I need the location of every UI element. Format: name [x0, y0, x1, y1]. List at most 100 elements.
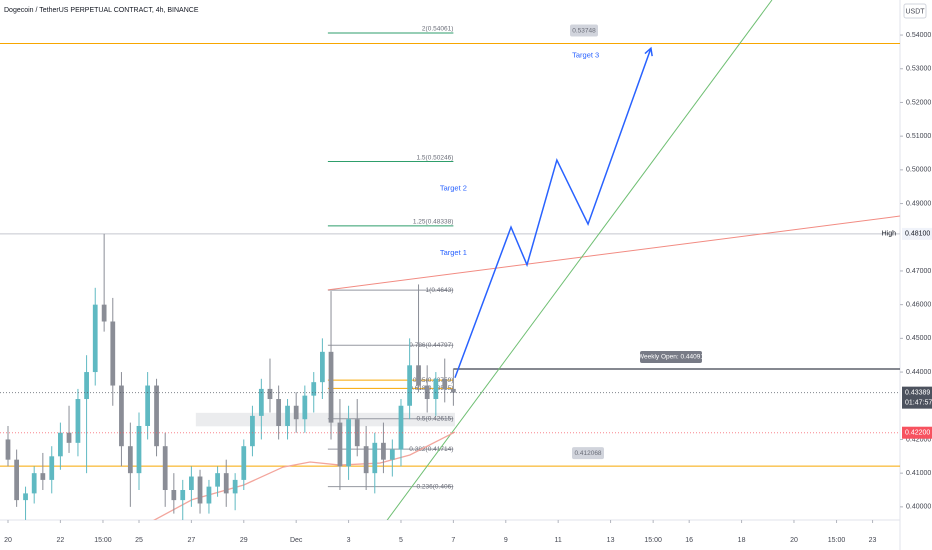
candle-body — [267, 388, 273, 400]
countdown: 01:47:57 — [905, 399, 932, 406]
trendline — [386, 0, 773, 520]
candle-body — [5, 439, 11, 460]
fib-label: 0.786(0.44797) — [409, 342, 453, 349]
fib-label: 0.5(0.42615) — [417, 415, 454, 422]
candle-body — [101, 304, 107, 322]
target-label: Target 3 — [572, 51, 599, 60]
candle-body — [145, 385, 151, 426]
candle-body — [92, 304, 98, 373]
level-tag — [572, 447, 604, 460]
candle-body — [49, 456, 55, 480]
y-tick-label: 0.50000 — [906, 167, 931, 174]
x-tick-label: 23 — [869, 537, 877, 544]
fib-label: 0.382(0.41714) — [409, 446, 453, 453]
x-tick-label: 29 — [240, 537, 248, 544]
candle-body — [232, 479, 238, 494]
price-tag — [902, 386, 932, 409]
candle-body — [197, 476, 203, 504]
candle-body — [276, 399, 282, 426]
target-label: Target 1 — [440, 248, 467, 257]
projection-arrowhead — [644, 46, 653, 57]
candle-body — [154, 385, 159, 447]
price-tag-text: 0.42200 — [905, 430, 930, 437]
candle-body — [302, 395, 308, 420]
candle-body — [337, 422, 343, 467]
y-tick-label: 0.53000 — [906, 66, 931, 73]
x-tick-label: 20 — [4, 537, 12, 544]
candle-body — [328, 351, 334, 423]
candle-body — [189, 476, 194, 491]
fib-label: 1.25(0.48338) — [413, 219, 453, 226]
x-tick-label: 13 — [607, 537, 615, 544]
x-tick-label: 11 — [555, 537, 562, 544]
candle-body — [23, 493, 28, 501]
candle-body — [171, 490, 177, 501]
candle-body — [424, 385, 430, 400]
y-tick-label: 0.44000 — [906, 369, 931, 376]
chart-title: Dogecoin / TetherUS PERPETUAL CONTRACT, … — [4, 7, 199, 14]
y-tick-label: 0.45000 — [906, 335, 931, 342]
candle-body — [40, 473, 46, 480]
candle-body — [206, 486, 212, 504]
candle-body — [180, 490, 186, 501]
candle-body — [250, 415, 255, 447]
y-tick-label: 0.47000 — [906, 268, 931, 275]
y-tick-label: 0.54000 — [906, 32, 931, 39]
candle-body — [223, 473, 229, 494]
candle-body — [84, 372, 89, 400]
candle-body — [258, 388, 264, 416]
axes: 0.54000 0.53000 0.52000 0.51000 0.50000 0.490… — [4, 32, 932, 544]
level-tag-text: 0.48100 — [905, 231, 930, 238]
candle-body — [372, 442, 378, 474]
y-tick-label: 0.46000 — [906, 301, 931, 308]
price-tag-text: 0.43389 — [905, 389, 930, 396]
y-tick-label: 0.51000 — [906, 133, 931, 140]
candle-body — [66, 432, 72, 443]
candle-body — [285, 405, 290, 426]
x-tick-label: 27 — [187, 537, 195, 544]
fib-label: 0.65(0.43759) — [413, 377, 453, 384]
target-label: Target 2 — [440, 184, 467, 193]
y-tick-label: 0.49000 — [906, 200, 931, 207]
currency: USDT — [905, 8, 925, 15]
candle-body — [110, 321, 116, 386]
candle-body — [127, 446, 133, 474]
candle-body — [31, 473, 37, 494]
level-label: High — [882, 231, 897, 238]
x-tick-label: 15:00 — [94, 537, 112, 544]
x-tick-label: 3 — [347, 537, 351, 544]
x-tick-label: 7 — [451, 537, 455, 544]
x-tick-label: 15:00 — [644, 537, 662, 544]
candle-body — [215, 473, 220, 487]
x-tick-label: 20 — [790, 537, 798, 544]
candle-body — [119, 385, 124, 447]
candle-body — [75, 399, 81, 443]
level-tag-text: 0.53748 — [572, 27, 596, 34]
level-tag — [902, 227, 932, 240]
projection — [454, 47, 652, 379]
fib-label: 0.618(0.43515) — [409, 385, 453, 392]
fib-label: 0.236(0.406) — [417, 483, 454, 490]
candle-body — [381, 442, 386, 460]
y-tick-label: 0.52000 — [906, 99, 931, 106]
candle-body — [407, 365, 413, 406]
fib-label: 1(0.4643) — [426, 287, 454, 294]
candle-body — [433, 378, 439, 400]
candle-body — [416, 365, 421, 386]
zone — [195, 412, 455, 427]
y-tick-label: 0.42000 — [906, 436, 931, 443]
candle-body — [136, 425, 142, 474]
x-tick-label: 5 — [399, 537, 403, 544]
y-tick-label: 0.40000 — [906, 504, 931, 511]
x-tick-label: 25 — [135, 537, 143, 544]
candle-body — [241, 446, 247, 480]
x-tick-label: 22 — [56, 537, 64, 544]
price-tag — [902, 426, 932, 439]
x-tick-label: 16 — [685, 537, 693, 544]
candle-body — [363, 446, 369, 474]
candle-body — [162, 446, 168, 491]
x-tick-label: 9 — [504, 537, 508, 544]
candle-body — [58, 432, 63, 457]
